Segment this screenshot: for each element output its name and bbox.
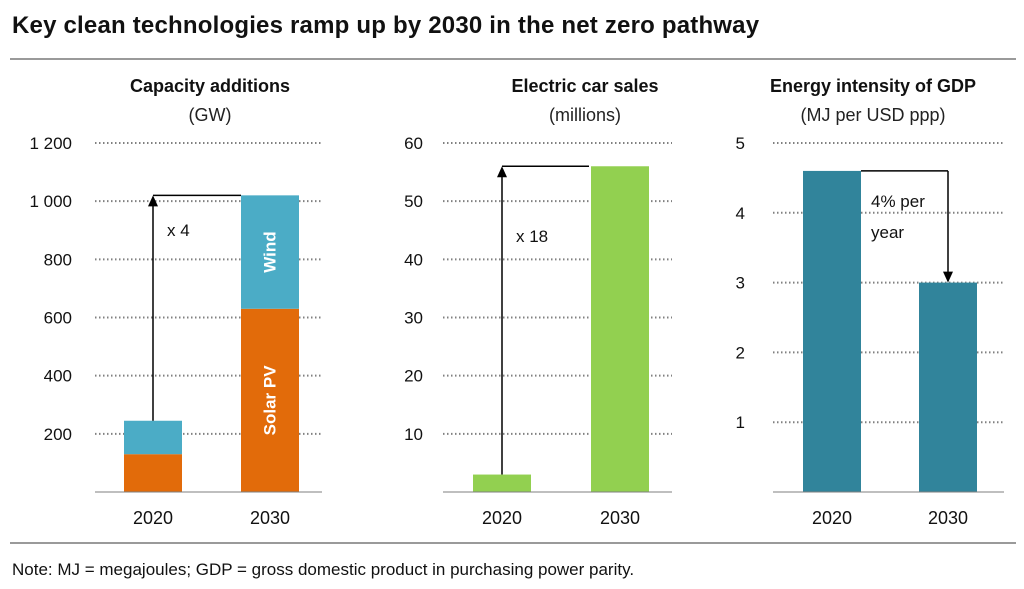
x-category-label: 2020 [482,508,522,528]
growth-arrow-head [497,166,507,178]
y-tick-label: 1 200 [29,134,72,153]
electric-car-sales-panel: Electric car sales(millions)102030405060… [404,76,672,528]
y-tick-label: 1 000 [29,192,72,211]
x-category-label: 2020 [812,508,852,528]
y-tick-label: 800 [44,250,72,269]
growth-arrow-head [148,195,158,207]
decline-arrow-head [943,271,953,283]
x-category-label: 2030 [600,508,640,528]
bar-solar-pv-2030 [241,308,299,492]
series-label: Wind [261,231,280,272]
decline-label-line1: 4% per [871,192,925,211]
y-tick-label: 1 [736,413,745,432]
panel-unit: (GW) [189,105,232,125]
capacity-additions-panel: Capacity additions (GW) 200 400 600 800 1 000 1… [29,76,322,528]
bar-wind-2020 [124,420,182,455]
growth-label: x 18 [516,227,548,246]
bar-2020 [473,474,531,492]
y-tick-label: 20 [404,367,423,386]
y-tick-label: 600 [44,309,72,328]
bottom-divider [10,542,1016,544]
y-tick-label: 400 [44,367,72,386]
y-tick-label: 40 [404,250,423,269]
page-title: Key clean technologies ramp up by 2030 i… [12,12,760,39]
y-tick-label: 4 [736,204,745,223]
y-tick-label: 3 [736,274,745,293]
energy-intensity-panel: Energy intensity of GDP (MJ per USD ppp) 1… [736,76,1004,528]
panel-title: Capacity additions [130,76,290,96]
top-divider [10,58,1016,60]
y-tick-label: 2 [736,343,745,362]
y-tick-label: 200 [44,425,72,444]
y-tick-label: 5 [736,134,745,153]
panel-unit: (MJ per USD ppp) [800,105,945,125]
series-label: Solar PV [261,365,280,436]
panel-title: Energy intensity of GDP [770,76,976,96]
panel-unit: (millions) [549,105,621,125]
y-tick-label: 60 [404,134,423,153]
panel-title: Electric car sales [511,76,658,96]
bar-2030 [591,166,649,492]
bar-wind-2030 [241,195,299,309]
x-category-label: 2030 [250,508,290,528]
x-category-label: 2020 [133,508,173,528]
decline-label-line2: year [871,223,904,242]
growth-label: x 4 [167,221,190,240]
y-tick-label: 10 [404,425,423,444]
bar-2030 [919,282,977,492]
x-category-label: 2030 [928,508,968,528]
y-tick-label: 50 [404,192,423,211]
footnote: Note: MJ = megajoules; GDP = gross domes… [12,560,635,579]
y-tick-label: 30 [404,309,423,328]
bar-2020 [803,170,861,493]
bar-solar-pv-2020 [124,454,182,492]
